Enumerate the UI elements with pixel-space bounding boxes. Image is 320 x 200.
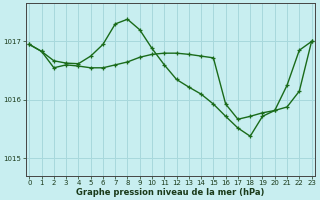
X-axis label: Graphe pression niveau de la mer (hPa): Graphe pression niveau de la mer (hPa) (76, 188, 265, 197)
